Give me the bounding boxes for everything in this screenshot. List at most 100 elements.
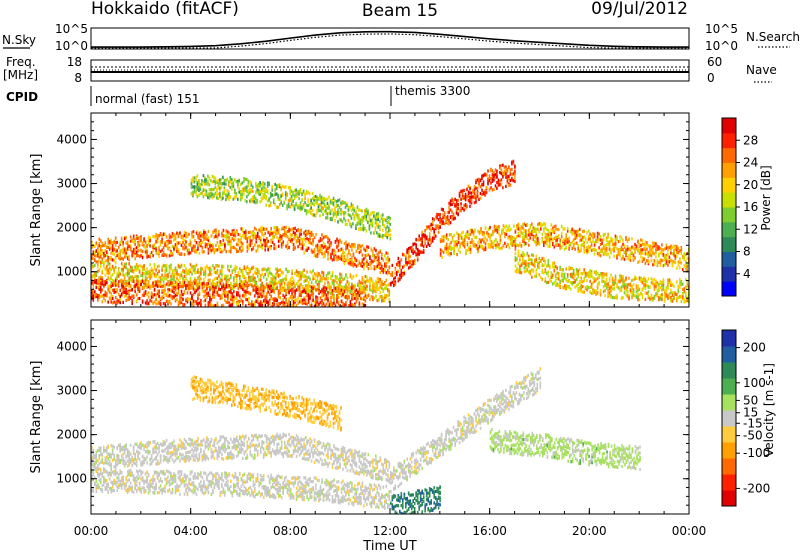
heatmap-cell [371,217,374,221]
heatmap-cell [190,191,193,195]
heatmap-cell [173,245,175,249]
heatmap-cell [455,206,458,211]
heatmap-cell [218,233,220,237]
heatmap-cell [129,239,132,243]
heatmap-cell [146,302,148,306]
heatmap-cell [286,240,289,244]
heatmap-cell [242,229,244,233]
heatmap-cell [384,268,386,272]
heatmap-cell [168,236,171,240]
heatmap-cell [131,254,133,258]
heatmap-cell [338,217,341,222]
heatmap-cell [263,194,266,198]
heatmap-cell [442,208,444,212]
heatmap-cell [378,279,380,284]
heatmap-cell [307,281,310,285]
heatmap-cell [239,246,241,250]
heatmap-cell [288,286,290,290]
heatmap-cell [442,250,445,254]
heatmap-cell [358,287,361,291]
heatmap-cell [343,213,345,217]
heatmap-cell [462,241,464,245]
heatmap-cell [376,277,379,281]
heatmap-cell [407,266,410,270]
heatmap-cell [315,273,317,277]
heatmap-cell [221,234,223,238]
heatmap-cell [270,279,272,283]
heatmap-cell [324,277,326,281]
heatmap-cell [227,230,229,234]
heatmap-cell [240,240,243,244]
heatmap-cell [297,271,299,275]
heatmap-cell [260,187,263,191]
heatmap-cell [186,284,189,288]
heatmap-cell [448,244,451,248]
heatmap-cell [336,300,338,304]
heatmap-cell [289,236,292,240]
heatmap-cell [304,297,307,302]
heatmap-cell [174,299,177,303]
heatmap-cell [239,267,241,271]
heatmap-cell [331,271,334,275]
heatmap-cell [216,276,219,280]
heatmap-cell [488,174,491,178]
heatmap-cell [243,231,246,235]
heatmap-cell [216,180,218,184]
heatmap-cell [454,242,457,246]
heatmap-cell [117,268,120,272]
heatmap-cell [274,232,277,236]
heatmap-cell [442,235,445,239]
heatmap-cell [300,297,302,301]
heatmap-cell [242,242,244,246]
heatmap-cell [207,183,209,187]
heatmap-cell [264,227,266,231]
heatmap-cell [243,289,246,293]
heatmap-cell [368,227,371,231]
heatmap-cell [101,282,104,286]
heatmap-cell [453,246,455,250]
heatmap-cell [439,220,441,224]
heatmap-cell [196,174,199,178]
heatmap-cell [110,246,112,250]
heatmap-cell [291,287,293,291]
heatmap-cell [270,246,272,250]
heatmap-cell [427,242,429,246]
heatmap-cell [323,209,326,213]
heatmap-cell [294,289,296,293]
heatmap-cell [197,293,199,297]
heatmap-cell [161,237,163,242]
heatmap-cell [335,204,338,208]
heatmap-cell [128,244,130,248]
heatmap-cell [388,233,390,237]
heatmap-cell [104,280,107,284]
heatmap-cell [336,238,338,242]
heatmap-cell [301,242,304,246]
heatmap-cell [389,217,392,221]
heatmap-cell [324,285,326,290]
heatmap-cell [279,238,281,242]
heatmap-cell [245,293,247,297]
heatmap-cell [303,231,305,235]
heatmap-cell [182,237,184,241]
heatmap-cell [143,293,145,297]
heatmap-cell [350,204,353,208]
heatmap-cell [295,288,298,292]
heatmap-cell [413,250,416,254]
heatmap-cell [252,247,255,251]
heatmap-cell [219,248,222,252]
heatmap-cell [307,286,310,291]
heatmap-cell [183,239,186,243]
heatmap-cell [342,253,344,258]
heatmap-cell [297,236,299,240]
heatmap-cell [95,260,98,264]
heatmap-cell [363,264,365,268]
heatmap-cell [119,240,121,245]
heatmap-cell [267,290,269,294]
heatmap-cell [131,294,133,298]
heatmap-cell [330,252,332,256]
heatmap-cell [211,180,214,184]
heatmap-cell [236,266,238,270]
heatmap-cell [335,200,338,204]
heatmap-cell [315,254,317,258]
heatmap-cell [159,296,162,300]
